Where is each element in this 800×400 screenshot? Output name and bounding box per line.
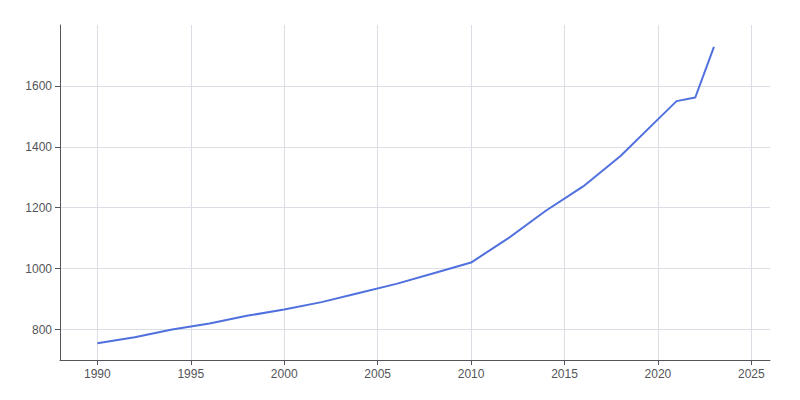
svg-text:800: 800 bbox=[32, 323, 52, 337]
svg-text:2000: 2000 bbox=[271, 367, 298, 381]
svg-text:2015: 2015 bbox=[551, 367, 578, 381]
svg-text:1400: 1400 bbox=[25, 140, 52, 154]
svg-text:1000: 1000 bbox=[25, 262, 52, 276]
svg-text:1200: 1200 bbox=[25, 201, 52, 215]
svg-text:2020: 2020 bbox=[645, 367, 672, 381]
svg-text:1990: 1990 bbox=[84, 367, 111, 381]
svg-text:1995: 1995 bbox=[177, 367, 204, 381]
svg-text:2010: 2010 bbox=[458, 367, 485, 381]
svg-text:2025: 2025 bbox=[738, 367, 765, 381]
svg-text:2005: 2005 bbox=[364, 367, 391, 381]
svg-text:1600: 1600 bbox=[25, 79, 52, 93]
